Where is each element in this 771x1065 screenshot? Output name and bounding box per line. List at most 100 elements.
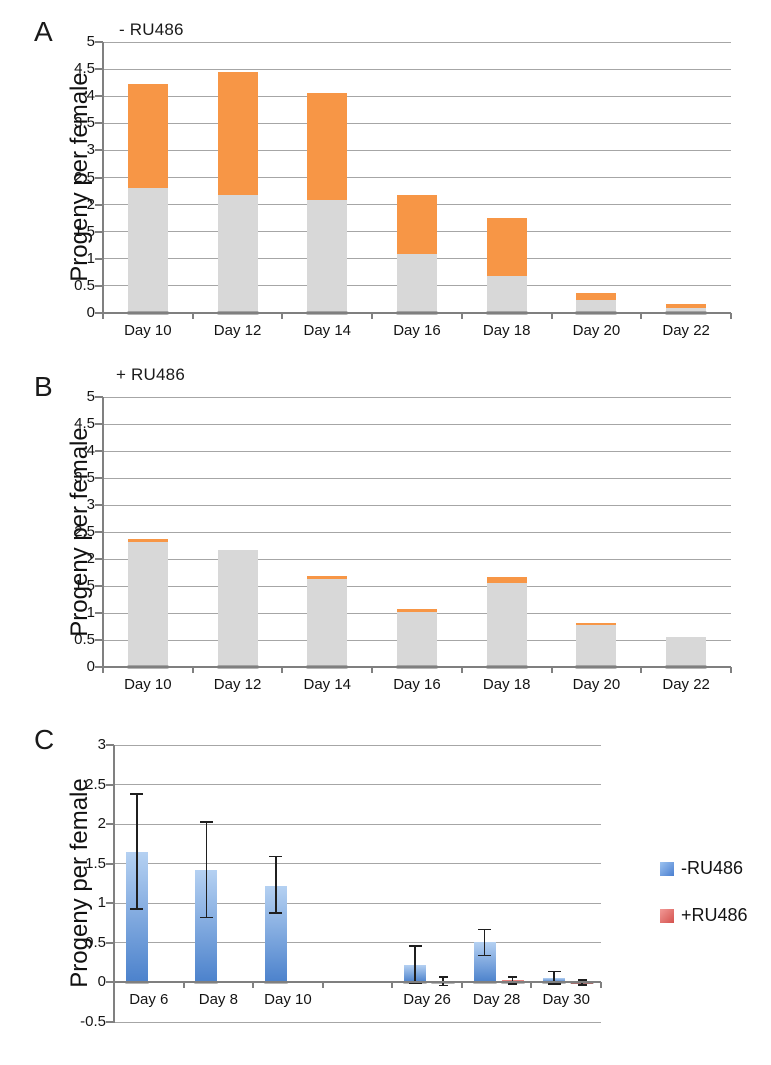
gridline [114, 1021, 601, 1023]
y-tick-mark [95, 122, 103, 125]
y-tick-mark [95, 423, 103, 425]
gridline [103, 177, 731, 178]
bar-segment-gray-segment [217, 194, 258, 313]
gridline [103, 396, 731, 398]
bar-segment-orange-segment [397, 194, 437, 254]
y-tick-label: 1.5 [74, 222, 95, 240]
y-tick-mark [95, 531, 103, 533]
bar--RU486 [125, 851, 148, 983]
error-bar-cap-top [438, 976, 448, 978]
y-axis-line [102, 42, 104, 314]
x-axis-line [103, 312, 731, 314]
y-tick-mark [95, 176, 103, 179]
legend-label-plus-ru486: +RU486 [681, 905, 748, 925]
legend-item-plus-ru486: +RU486 [660, 905, 748, 926]
bar-segment-orange-segment [486, 577, 527, 584]
y-tick-label: 3.5 [74, 114, 95, 132]
x-tick-label: Day 22 [662, 322, 710, 339]
x-tick-mark [321, 982, 324, 989]
bar-segment-gray-segment [486, 275, 527, 313]
y-tick-mark [95, 95, 103, 98]
x-tick-label: Day 14 [303, 322, 352, 339]
x-tick-label: Day 16 [393, 322, 441, 339]
gridline [114, 863, 601, 865]
bar-segment-orange-segment [576, 292, 617, 300]
x-tick-label: Day 30 [542, 991, 590, 1009]
x-axis-line [103, 666, 731, 668]
gridline [103, 558, 731, 560]
x-tick-label: Day 8 [198, 991, 238, 1009]
legend-label-minus-ru486: -RU486 [681, 858, 744, 878]
gridline [103, 585, 731, 587]
bar-segment-gray-segment [666, 308, 707, 313]
panel-letter-c: C [34, 724, 55, 755]
error-bar-cap-bottom [199, 916, 213, 919]
y-tick-mark [106, 862, 114, 865]
y-tick-label: 5 [86, 33, 95, 50]
y-tick-label: 0.5 [85, 933, 106, 951]
y-tick-label: 2.5 [74, 168, 95, 186]
bar-segment-orange-segment [397, 609, 437, 613]
panel-letter-b: B [34, 371, 53, 402]
bar-segment-gray-segment [666, 636, 707, 667]
gridline [103, 423, 731, 425]
y-tick-label: 3.5 [74, 469, 95, 486]
y-tick-mark [106, 1021, 114, 1023]
y-tick-mark [95, 284, 103, 287]
bar-segment-gray-segment [576, 625, 617, 667]
y-tick-label: 4.5 [74, 415, 95, 432]
y-tick-mark [95, 477, 103, 479]
x-tick-mark [730, 313, 732, 319]
y-tick-mark [95, 203, 103, 206]
gridline [103, 149, 731, 151]
x-tick-mark [371, 313, 374, 319]
y-tick-mark [95, 558, 103, 560]
y-tick-label: 0 [86, 304, 95, 321]
y-tick-label: 3 [86, 496, 95, 513]
x-tick-mark [182, 982, 185, 989]
x-tick-label: Day 26 [403, 991, 451, 1009]
gridline [114, 902, 601, 904]
y-tick-mark [95, 666, 103, 668]
error-bar-cap-bottom [478, 954, 492, 957]
error-bar-cap-top [199, 821, 213, 823]
x-tick-mark [371, 667, 374, 673]
chart-title-a: - RU486 [119, 20, 184, 39]
x-tick-mark [191, 667, 194, 673]
y-tick-mark [95, 450, 103, 452]
x-tick-mark [460, 982, 463, 989]
chart-title-b: + RU486 [116, 365, 185, 384]
y-tick-label: 1 [86, 249, 95, 267]
y-tick-label: 0 [97, 973, 106, 991]
plot-area-c: -0.5 0 0.5 1 1.5 2 2.5 3 Day 6 Day 8 Day 10 Day 26 D… [80, 736, 602, 1030]
x-tick-mark [530, 982, 533, 989]
x-tick-label: Day 12 [213, 322, 262, 339]
y-tick-mark [106, 823, 114, 826]
bar-segment-orange-segment [486, 218, 527, 276]
y-tick-label: 2 [97, 815, 106, 833]
y-tick-label: 0.5 [74, 276, 95, 294]
x-tick-mark [281, 667, 284, 673]
error-bar-line [511, 976, 514, 984]
x-tick-mark [550, 313, 553, 319]
gridline [114, 823, 601, 825]
y-axis-line [102, 397, 104, 668]
y-tick-label: 5 [86, 388, 95, 405]
y-axis-line [113, 745, 115, 1023]
y-tick-label: 0 [86, 658, 95, 675]
x-tick-mark [191, 313, 194, 319]
error-bar-line [205, 821, 208, 918]
gridline [103, 477, 731, 479]
y-tick-label: 3 [86, 141, 95, 159]
y-axis-title-c: Progeny per female [66, 778, 93, 988]
legend-item-minus-ru486: -RU486 [660, 858, 748, 879]
x-axis-line [114, 981, 601, 984]
legend-swatch-plus-ru486-icon [660, 908, 674, 923]
x-tick-mark [730, 667, 732, 673]
x-tick-label: Day 14 [303, 676, 352, 693]
y-tick-label: 2 [86, 195, 95, 213]
y-tick-mark [95, 68, 103, 71]
bar-segment-orange-segment [666, 303, 707, 309]
bar-segment-gray-segment [307, 578, 348, 667]
